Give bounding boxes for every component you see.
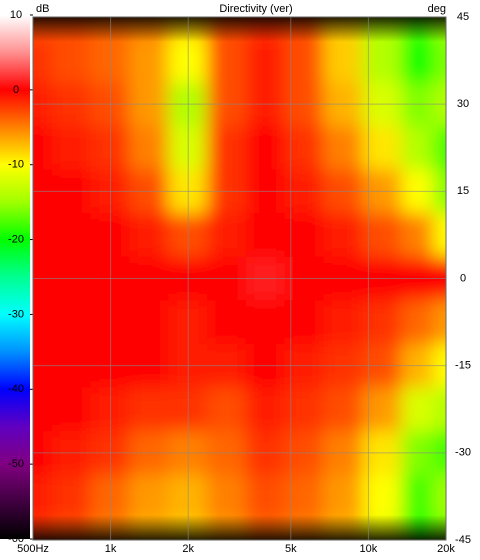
cell <box>33 300 53 345</box>
cell <box>245 474 286 519</box>
cell <box>433 474 446 519</box>
cell <box>33 213 53 258</box>
cell <box>33 38 53 83</box>
z-tick-label: 10 <box>10 9 22 21</box>
cell <box>245 300 286 345</box>
cell <box>362 474 403 519</box>
cell <box>129 300 169 345</box>
cell <box>129 474 169 519</box>
cell <box>51 387 92 432</box>
z-label: dB <box>36 3 49 15</box>
cell <box>129 387 169 432</box>
cell <box>245 38 286 83</box>
y-tick-label: 45 <box>457 11 469 23</box>
cell <box>207 474 247 519</box>
x-tick-label: 500Hz <box>17 543 49 555</box>
cell <box>51 300 92 345</box>
plot-frame <box>32 16 447 541</box>
cell <box>362 300 403 345</box>
cell <box>401 474 435 519</box>
edge-shade <box>33 17 446 540</box>
y-tick-label: 15 <box>457 185 469 197</box>
y-tick-label: -45 <box>455 534 471 546</box>
z-tick-label: -40 <box>8 383 24 395</box>
cell <box>362 213 403 258</box>
cell <box>129 38 169 83</box>
y-label: deg <box>428 3 446 15</box>
cell <box>245 387 286 432</box>
x-tick-label: 1k <box>105 543 117 555</box>
z-tick-label: -50 <box>8 458 24 470</box>
y-tick-label: 30 <box>457 98 469 110</box>
cell <box>207 125 247 171</box>
cell <box>323 387 364 432</box>
cell <box>33 474 53 519</box>
cell <box>401 300 435 345</box>
cell <box>129 125 169 171</box>
y-tick-label: -15 <box>455 360 471 372</box>
cell <box>245 213 286 258</box>
cell <box>207 38 247 83</box>
z-tick-label: -60 <box>8 533 24 545</box>
cell <box>401 387 435 432</box>
cell <box>33 125 53 171</box>
cell <box>323 38 364 83</box>
cell <box>401 213 435 258</box>
cell <box>433 300 446 345</box>
cell <box>245 125 286 171</box>
cell <box>362 387 403 432</box>
y-tick-label: 0 <box>460 272 466 284</box>
x-tick-label: 10k <box>360 543 378 555</box>
cell <box>323 474 364 519</box>
x-tick-label: 5k <box>285 543 297 555</box>
cell <box>433 125 446 171</box>
y-tick-label: -30 <box>455 447 471 459</box>
heatmap <box>33 17 446 540</box>
cell <box>51 213 92 258</box>
z-tick-label: -10 <box>8 159 24 171</box>
cell <box>33 387 53 432</box>
cell <box>51 125 92 171</box>
cell <box>401 125 435 171</box>
z-tick-label: -30 <box>8 308 24 320</box>
cell <box>207 300 247 345</box>
z-tick-label: -20 <box>8 233 24 245</box>
labels: 500Hz 1k 2k 5k 10k 20k 45 30 15 0 -15 -30 -45 10 0 -10 -… <box>8 9 471 555</box>
cell <box>433 213 446 258</box>
x-tick-label: 20k <box>437 543 455 555</box>
cell <box>401 38 435 83</box>
chart-title: Directivity (ver) <box>219 3 292 15</box>
cell <box>362 125 403 171</box>
color-bar <box>0 15 30 539</box>
cell <box>323 300 364 345</box>
x-tick-label: 2k <box>182 543 194 555</box>
cell <box>323 125 364 171</box>
cell <box>207 213 247 258</box>
cell <box>433 387 446 432</box>
cell <box>362 38 403 83</box>
cell <box>433 38 446 83</box>
cell <box>323 213 364 258</box>
cell <box>51 38 92 83</box>
cell <box>207 387 247 432</box>
cell <box>51 474 92 519</box>
cell <box>129 213 169 258</box>
z-tick-label: 0 <box>13 84 19 96</box>
